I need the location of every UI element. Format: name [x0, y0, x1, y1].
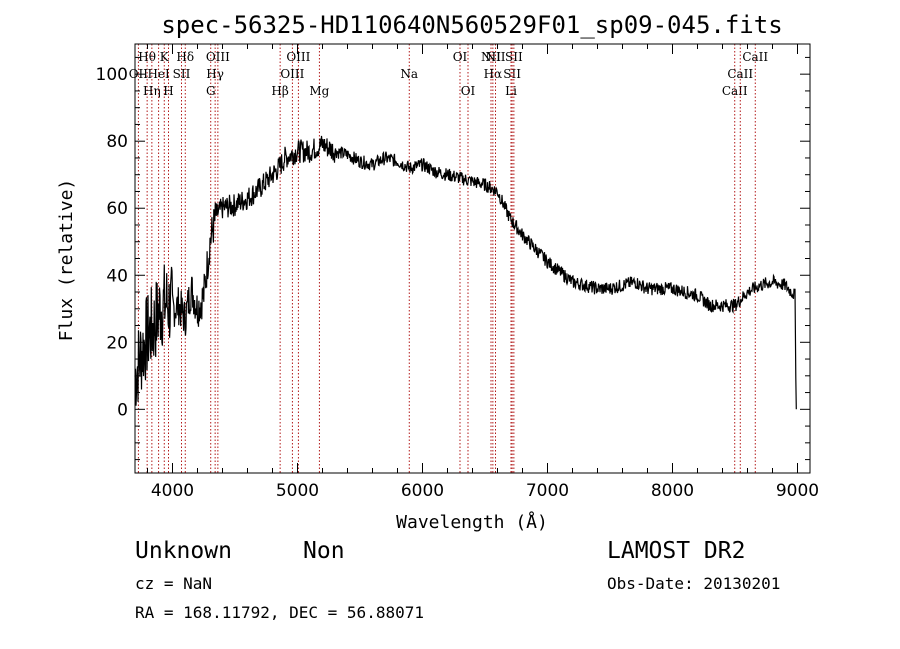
line-label-3: HeI — [147, 67, 170, 81]
x-tick-label: 7000 — [526, 481, 569, 501]
line-label-4: K — [160, 50, 170, 64]
line-label-2: Hη — [143, 84, 161, 98]
y-tick-label: 0 — [117, 400, 128, 420]
line-label-6: SII — [173, 67, 191, 81]
x-tick-label: 8000 — [651, 481, 694, 501]
line-label-0: Hθ — [138, 50, 156, 64]
line-label-16: OI — [453, 50, 468, 64]
line-label-12: OIII — [280, 67, 304, 81]
line-label-11: Hβ — [271, 84, 288, 98]
spectral-line-markers: HθOIIHηHeIKHSIIHδGHγOIIIHβOIIIOIIIMgNaOI… — [129, 44, 768, 473]
y-axis-label: Flux (relative) — [56, 179, 77, 342]
x-tick-label: 5000 — [276, 481, 319, 501]
line-label-17: OI — [461, 84, 476, 98]
class-text: Unknown — [135, 538, 232, 564]
line-label-21: Li — [505, 84, 517, 98]
line-label-19: Hα — [484, 67, 503, 81]
x-axis-label: Wavelength (Å) — [396, 511, 548, 533]
obs-date-text: Obs-Date: 20130201 — [607, 574, 781, 593]
line-label-24: CaII — [722, 84, 748, 98]
survey-label: LAMOST DR2 — [607, 538, 746, 564]
y-tick-label: 40 — [106, 266, 128, 286]
line-label-9: Hγ — [206, 67, 224, 81]
line-label-20: NII — [486, 50, 506, 64]
line-label-22: SII — [503, 67, 521, 81]
axis-ticks: 4000 5000 6000 7000 8000 9000 0 20 40 60 80 100 — [96, 44, 819, 501]
y-tick-label: 80 — [106, 132, 128, 152]
chart-title: spec-56325-HD110640N560529F01_sp09-045.f… — [161, 11, 782, 39]
line-label-7: Hδ — [176, 50, 194, 64]
line-label-10: OIII — [206, 50, 230, 64]
line-label-5: H — [163, 84, 173, 98]
redshift-text: cz = NaN — [135, 574, 213, 593]
x-tick-label: 6000 — [401, 481, 444, 501]
line-label-15: Na — [400, 67, 418, 81]
x-tick-label: 4000 — [151, 481, 194, 501]
y-tick-label: 60 — [106, 199, 128, 219]
y-tick-label: 20 — [106, 333, 128, 353]
line-label-18: NII — [481, 50, 501, 64]
line-label-13: OIII — [286, 50, 310, 64]
line-label-23: SII — [505, 50, 523, 64]
line-label-14: Mg — [309, 84, 329, 98]
line-label-8: G — [206, 84, 216, 98]
subclass-text: Non — [303, 538, 345, 564]
y-tick-label: 100 — [96, 65, 128, 85]
spectrum-line — [134, 135, 797, 410]
x-tick-label: 9000 — [776, 481, 819, 501]
plot-frame — [134, 43, 811, 474]
line-label-25: CaII — [727, 67, 753, 81]
line-label-26: CaII — [742, 50, 768, 64]
radec-text: RA = 168.11792, DEC = 56.88071 — [135, 603, 424, 622]
